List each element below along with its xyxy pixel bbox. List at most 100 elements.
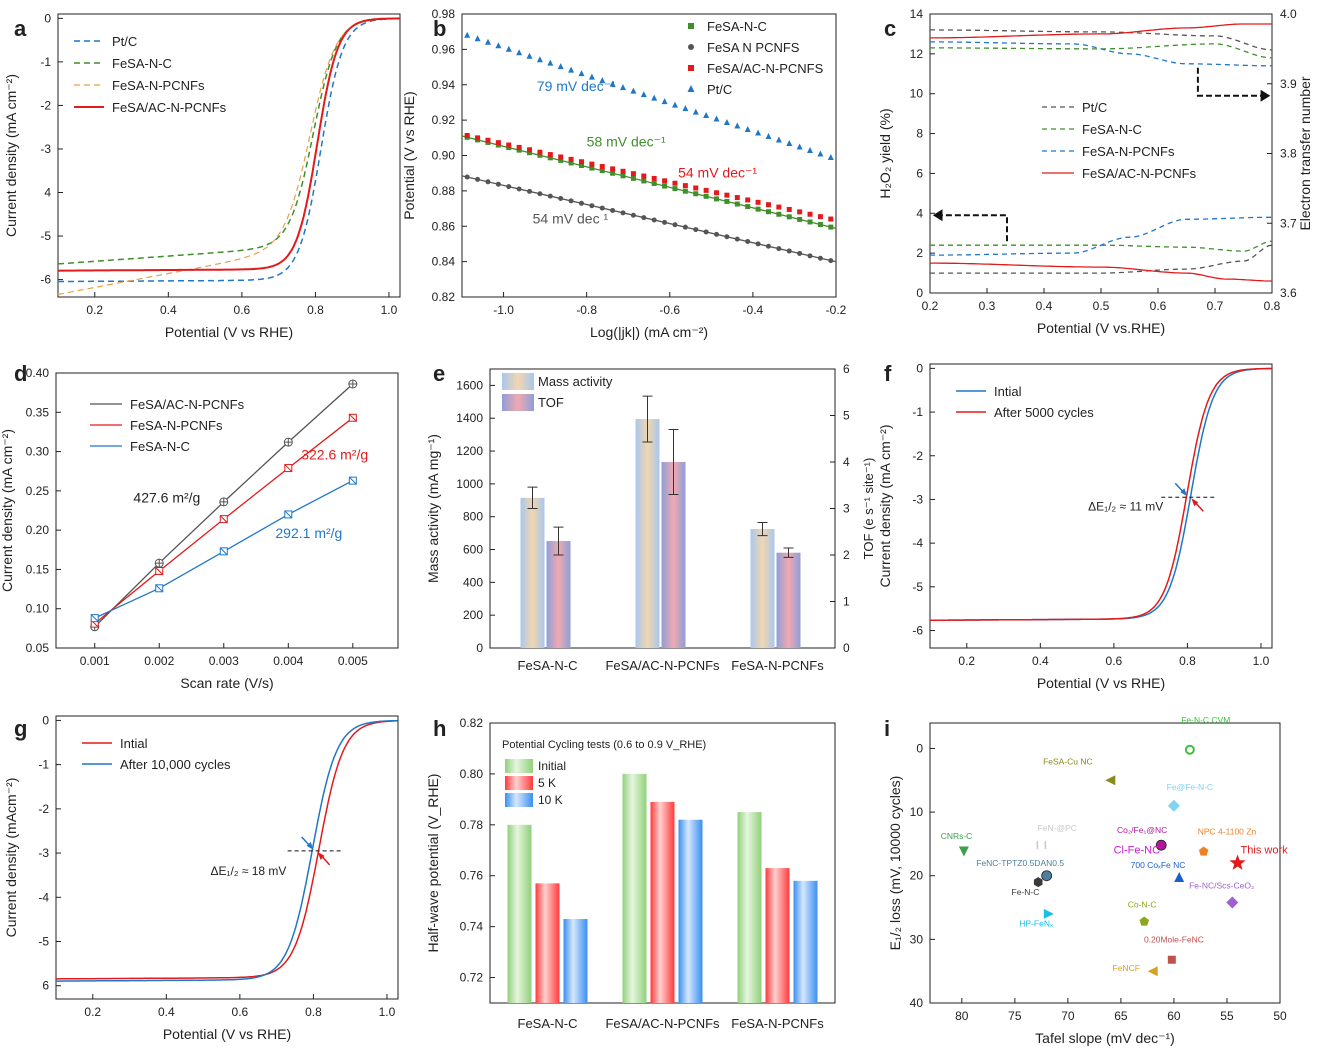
- y-tick-label: 0.92: [432, 113, 456, 127]
- series-bottom-2: [930, 216, 1272, 256]
- panel-d-chart: d 0.001 0.002 0.003 0.004 0.005 0.05 0.10 0.15 0.…: [0, 361, 399, 691]
- legend-label: FeSA N PCNFS: [707, 40, 800, 55]
- data-point: [651, 94, 658, 101]
- y-tick-label: 0: [916, 361, 923, 375]
- series-line-0: [58, 17, 400, 283]
- data-point: [1147, 966, 1158, 977]
- bar: [546, 541, 571, 648]
- data-point: [464, 132, 470, 138]
- data-point: [630, 212, 636, 218]
- y-tick-label: -4: [38, 890, 49, 904]
- data-point: [547, 193, 553, 199]
- y2-tick-label: 3.6: [1280, 286, 1297, 300]
- y-tick-label: -2: [40, 98, 51, 112]
- data-point: [475, 176, 481, 182]
- data-point: [693, 185, 699, 191]
- data-point: [506, 184, 512, 190]
- data-point: [828, 224, 834, 230]
- plot-frame: [929, 363, 1273, 649]
- legend-label: FeSA-N-C: [130, 439, 190, 454]
- data-point: [713, 115, 720, 122]
- data-point: [1226, 896, 1239, 909]
- y-tick-label: 0.94: [432, 78, 456, 92]
- point-label: FeSA-Cu NC: [1043, 756, 1093, 766]
- data-point: [1105, 775, 1116, 786]
- data-point: [682, 105, 689, 112]
- x-tick-label: 0.6: [1106, 654, 1123, 668]
- data-point: [620, 168, 626, 174]
- data-point: [672, 186, 678, 192]
- y-tick-label: -5: [912, 580, 923, 594]
- y-tick-label: 0.74: [460, 920, 484, 934]
- x-axis-label: Tafel slope (mV dec⁻¹): [1035, 1030, 1175, 1046]
- x-tick-label: 0.7: [1207, 299, 1224, 313]
- fit-line-1: [461, 175, 837, 263]
- data-point: [693, 191, 699, 197]
- y-tick-label: -2: [912, 449, 923, 463]
- panel-b-chart: b -1.0 -0.8 -0.6 -0.4 -0.2 0.82 0.84 0.86 0.88 0.9…: [401, 7, 847, 340]
- data-point: [765, 202, 771, 208]
- legend-label: Pt/C: [707, 82, 732, 97]
- y-tick-label: -1: [38, 758, 49, 772]
- y-tick-label: 4: [916, 206, 923, 220]
- y2-tick-label: 3.7: [1280, 216, 1297, 230]
- data-point: [693, 227, 699, 233]
- y-tick-label: 14: [910, 7, 924, 21]
- x-tick-label: 0.003: [209, 654, 239, 668]
- y-tick-label: 0.76: [460, 869, 484, 883]
- bar: [622, 773, 647, 1003]
- point-label: Fe-N-C CVM: [1181, 715, 1230, 725]
- error-bar: [642, 395, 653, 443]
- bar: [750, 529, 775, 648]
- data-point: [1229, 854, 1246, 870]
- series-bottom-1: [930, 240, 1273, 252]
- panel-g-chart: g 0.2 0.4 0.6 0.8 1.0 0 -1 -2 -3 -4 -5 6 Potential (V…: [3, 713, 399, 1042]
- bar: [737, 812, 762, 1003]
- legend-marker: [688, 65, 694, 71]
- point-label: Fe-NC/Scs-CeO₂: [1189, 880, 1254, 890]
- legend-title: Potential Cycling tests (0.6 to 0.9 V_RH…: [502, 739, 706, 751]
- x-tick-label: 1.0: [1253, 654, 1270, 668]
- data-point: [464, 31, 471, 38]
- data-point: [1167, 799, 1180, 812]
- y-tick-label: 0.98: [432, 7, 456, 21]
- data-point: [527, 188, 533, 194]
- series-line-0: [56, 720, 398, 980]
- legend-label: Initial: [538, 759, 566, 773]
- x-tick-label: 0.4: [160, 303, 177, 317]
- series-top-2: [930, 41, 1272, 67]
- panel-a-chart: a 0.2 0.4 0.6 0.8 1.0 0 -1 -2 -3 4 -5 -6 Potential (V…: [3, 11, 401, 340]
- y-axis-label: H₂O₂ yield (%): [877, 108, 893, 198]
- y2-tick-label: 1: [843, 595, 850, 609]
- data-point: [651, 217, 657, 223]
- x-tick-label: 0.8: [305, 1005, 322, 1019]
- data-point: [745, 197, 751, 203]
- series-line-1: [57, 17, 400, 265]
- data-point: [578, 200, 584, 206]
- y2-tick-label: 3.8: [1280, 147, 1297, 161]
- point-label: FeNC-TPTZ0.5DAN0.5: [976, 858, 1064, 868]
- y-tick-label: -6: [912, 624, 923, 638]
- data-point: [817, 150, 824, 157]
- y-axis-label: E₁/₂ loss (mV, 10000 cycles): [887, 776, 903, 951]
- data-point: [505, 45, 512, 52]
- data-point: [776, 246, 782, 252]
- point-label: HP-FeNₓ: [1019, 919, 1053, 929]
- error-bar: [527, 486, 538, 509]
- legend-label: Intial: [120, 736, 148, 751]
- panel-label: b: [433, 16, 446, 41]
- data-point: [558, 196, 564, 202]
- legend-swatch: [505, 759, 533, 773]
- x-tick-label: 50: [1273, 1009, 1287, 1023]
- legend-label: FeSA/AC-N-PCNFs: [130, 397, 245, 412]
- y-tick-label: 0.80: [460, 767, 484, 781]
- data-point: [734, 201, 740, 207]
- data-point: [1139, 916, 1149, 926]
- y-tick-label: 0.05: [26, 641, 50, 655]
- data-point: [745, 204, 751, 210]
- y-tick-label: 0.90: [432, 149, 456, 163]
- data-point: [734, 195, 740, 201]
- y-tick-label: 0.40: [26, 366, 50, 380]
- data-point: [755, 129, 762, 136]
- y-tick-label: 0.96: [432, 42, 456, 56]
